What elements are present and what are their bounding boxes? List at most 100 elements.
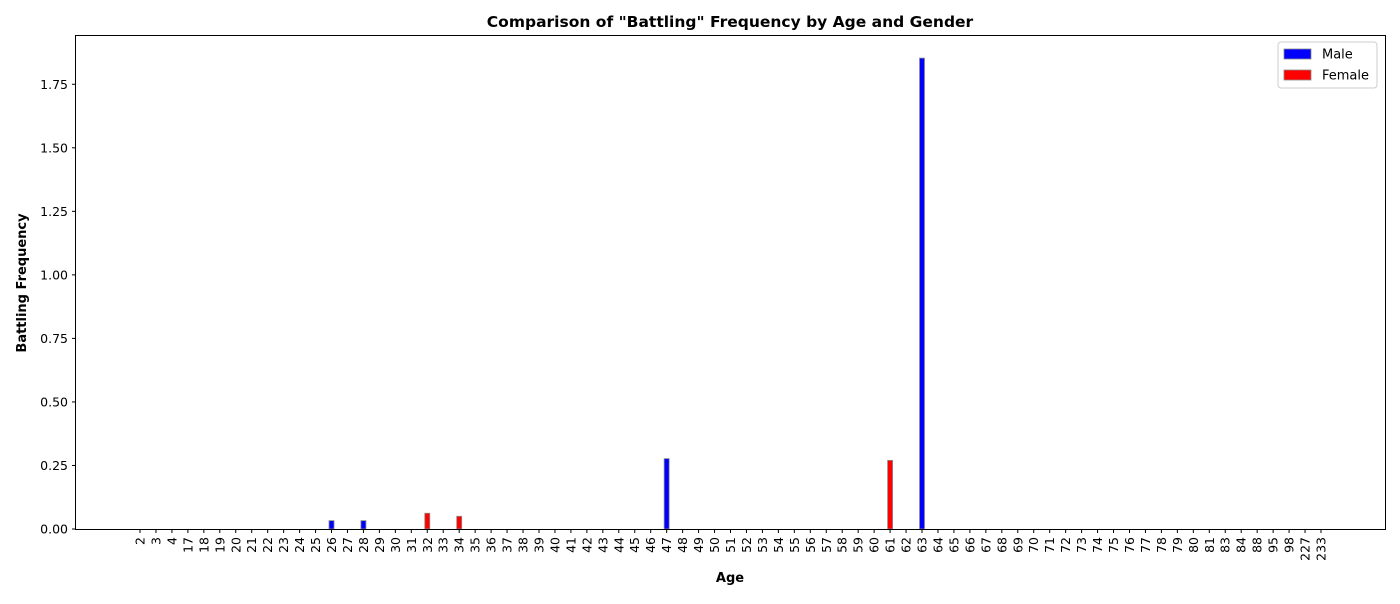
x-tick-label: 76 (1122, 537, 1137, 553)
x-tick-label: 57 (819, 537, 834, 553)
x-tick-label: 77 (1138, 537, 1153, 553)
x-tick-label: 53 (755, 537, 770, 553)
x-tick-label: 69 (1010, 537, 1025, 553)
x-tick-label: 63 (915, 537, 930, 553)
x-tick-label: 81 (1202, 537, 1217, 553)
x-tick-label: 75 (1106, 537, 1121, 553)
x-tick-label: 68 (994, 537, 1009, 553)
x-tick-label: 36 (484, 537, 499, 553)
x-tick-label: 62 (899, 537, 914, 553)
legend: Male Female (1277, 41, 1378, 89)
x-tick-label: 74 (1090, 537, 1105, 553)
x-tick-label: 46 (643, 537, 658, 553)
x-tick-label: 47 (659, 537, 674, 553)
x-tick-label: 52 (739, 537, 754, 553)
x-tick-label: 71 (1042, 537, 1057, 553)
x-tick-label: 79 (1170, 537, 1185, 553)
x-tick-label: 20 (228, 537, 243, 553)
y-tick-label: 0.00 (40, 522, 68, 537)
x-tick-label: 98 (1282, 537, 1297, 553)
legend-swatch-female (1283, 69, 1312, 81)
x-tick-label: 19 (212, 537, 227, 553)
x-tick-label: 72 (1058, 537, 1073, 553)
x-tick-label: 23 (276, 537, 291, 553)
x-tick-label: 50 (707, 537, 722, 553)
x-tick-label: 44 (611, 537, 626, 553)
legend-label-female: Female (1322, 69, 1369, 84)
bar-female-61 (887, 459, 893, 530)
x-tick-label: 21 (244, 537, 259, 553)
x-tick-label: 55 (787, 537, 802, 553)
x-tick-label: 78 (1154, 537, 1169, 553)
y-tick-label: 0.75 (40, 331, 68, 346)
x-tick-label: 59 (851, 537, 866, 553)
x-tick-label: 227 (1298, 537, 1313, 561)
x-tick-label: 4 (164, 537, 179, 545)
x-tick-label: 37 (500, 537, 515, 553)
y-tick-label: 1.00 (40, 267, 68, 282)
y-tick-label: 0.25 (40, 458, 68, 473)
x-tick-label: 60 (867, 537, 882, 553)
x-tick-label: 88 (1250, 537, 1265, 553)
x-tick-label: 18 (196, 537, 211, 553)
y-tick-label: 1.50 (40, 140, 68, 155)
bar-male-28 (360, 520, 367, 530)
x-tick-label: 54 (771, 537, 786, 553)
x-tick-label: 3 (148, 537, 163, 545)
x-tick-label: 66 (962, 537, 977, 553)
y-axis-label: Battling Frequency (15, 213, 30, 353)
x-tick-label: 70 (1026, 537, 1041, 553)
x-tick-label: 65 (946, 537, 961, 553)
x-tick-label: 64 (930, 537, 945, 553)
y-tick-label: 0.50 (40, 394, 68, 409)
x-tick-label: 25 (308, 537, 323, 553)
legend-swatch-male (1283, 48, 1312, 60)
bar-male-26 (328, 520, 335, 530)
x-tick-label: 42 (579, 537, 594, 553)
bar-male-47 (663, 458, 670, 530)
x-tick-label: 73 (1074, 537, 1089, 553)
x-axis-label: Age (716, 571, 744, 586)
x-tick-label: 51 (723, 537, 738, 553)
x-tick-label: 38 (516, 537, 531, 553)
x-tick-label: 40 (547, 537, 562, 553)
x-tick-label: 28 (356, 537, 371, 553)
x-tick-label: 95 (1266, 537, 1281, 553)
x-tick-label: 27 (340, 537, 355, 553)
x-tick-label: 39 (531, 537, 546, 553)
bar-female-34 (456, 515, 463, 530)
x-tick-label: 45 (627, 537, 642, 553)
x-tick-label: 83 (1218, 537, 1233, 553)
x-tick-label: 84 (1234, 537, 1249, 553)
x-tick-label: 22 (260, 537, 275, 553)
x-tick-label: 26 (324, 537, 339, 553)
x-tick-label: 56 (803, 537, 818, 553)
x-tick-label: 233 (1314, 537, 1329, 561)
x-tick-label: 58 (835, 537, 850, 553)
x-tick-label: 48 (675, 537, 690, 553)
x-tick-label: 33 (436, 537, 451, 553)
x-tick-label: 61 (883, 537, 898, 553)
x-tick-label: 17 (180, 537, 195, 553)
x-tick-label: 31 (404, 537, 419, 553)
x-tick-label: 29 (372, 537, 387, 553)
x-tick-label: 30 (388, 537, 403, 553)
x-tick-label: 24 (292, 537, 307, 553)
x-tick-label: 43 (595, 537, 610, 553)
y-tick-label: 1.75 (40, 77, 68, 92)
x-tick-label: 80 (1186, 537, 1201, 553)
plot-frame (75, 35, 1386, 530)
x-tick-label: 35 (468, 537, 483, 553)
legend-label-male: Male (1322, 48, 1353, 63)
chart-title: Comparison of "Battling" Frequency by Ag… (487, 13, 974, 31)
bar-female-32 (424, 512, 431, 530)
x-tick-label: 41 (563, 537, 578, 553)
bar-male-63 (919, 57, 925, 530)
x-tick-label: 67 (978, 537, 993, 553)
x-tick-label: 49 (691, 537, 706, 553)
x-tick-label: 2 (133, 537, 148, 545)
x-tick-label: 32 (420, 537, 435, 553)
y-tick-label: 1.25 (40, 204, 68, 219)
